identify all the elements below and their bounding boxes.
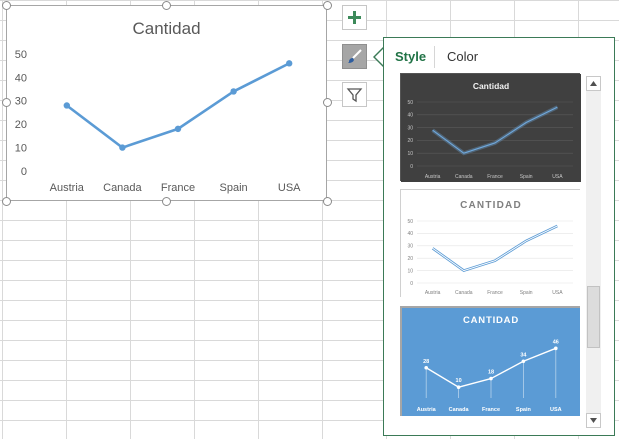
tab-style[interactable]: Style <box>395 49 427 64</box>
style-thumbnail-2[interactable]: CANTIDAD 0 10 20 30 40 50 Austria Canada France Sp… <box>400 189 581 298</box>
resize-handle-bottom-middle[interactable] <box>162 197 171 206</box>
thumbnail-chart: Cantidad 0 10 20 30 40 50 Austria Canada France Sp… <box>401 74 581 182</box>
x-tick-label: Canada <box>455 290 473 296</box>
x-tick-label: USA <box>278 182 301 194</box>
data-label: 46 <box>553 339 559 345</box>
x-tick-label: Austria <box>425 290 441 296</box>
data-label: 34 <box>520 352 527 358</box>
y-tick-label: 40 <box>407 231 413 237</box>
style-thumbnail-3[interactable]: CANTIDAD Austria Canada France Spain USA 28 10 1… <box>400 306 580 416</box>
y-tick-label: 20 <box>407 138 413 144</box>
data-point <box>119 144 126 151</box>
data-point <box>230 88 237 95</box>
arrow-up-icon <box>590 81 597 86</box>
thumbnail-background <box>401 190 581 298</box>
chart-title: Cantidad <box>132 19 200 38</box>
data-point <box>174 125 182 133</box>
thumbnail-chart: CANTIDAD 0 10 20 30 40 50 Austria Canada France Sp… <box>401 190 581 298</box>
resize-handle-bottom-left[interactable] <box>2 197 11 206</box>
x-tick-label: Canada <box>449 407 470 413</box>
chart-title: CANTIDAD <box>463 315 519 326</box>
y-tick-label: 30 <box>407 125 413 131</box>
x-tick-label: Spain <box>520 174 533 180</box>
tab-divider <box>434 46 435 68</box>
x-tick-label: France <box>487 174 503 180</box>
y-tick-label: 20 <box>15 119 27 131</box>
series-line-inner <box>432 225 558 272</box>
y-tick-label: 10 <box>407 151 413 157</box>
chart-styles-pane: Style Color Cantidad 0 10 20 30 40 50 Austria Ca… <box>383 37 615 436</box>
pane-pointer-fill <box>375 49 383 65</box>
x-tick-label: Canada <box>455 174 473 180</box>
x-tick-label: Austria <box>417 407 437 413</box>
y-tick-label: 50 <box>15 49 27 61</box>
data-label: 28 <box>423 359 429 365</box>
chart-plot: Cantidad 0 10 20 30 40 50 Austria Canada France Sp… <box>15 19 301 194</box>
series-line <box>432 106 558 154</box>
thumbnail-chart: CANTIDAD Austria Canada France Spain USA 28 10 1… <box>402 308 580 416</box>
y-tick-label: 40 <box>407 113 413 119</box>
y-tick-label: 30 <box>15 96 27 108</box>
data-point <box>456 385 461 389</box>
series-line <box>66 62 290 149</box>
data-point <box>424 365 428 370</box>
x-tick-label: France <box>161 182 195 194</box>
tab-color[interactable]: Color <box>447 49 479 64</box>
x-tick-label: Austria <box>50 182 85 194</box>
x-tick-label: Canada <box>103 182 142 194</box>
y-tick-label: 50 <box>407 100 413 106</box>
data-label: 18 <box>488 370 494 376</box>
chart-styles-button[interactable] <box>342 44 367 69</box>
scroll-thumb[interactable] <box>587 286 600 348</box>
y-tick-label: 50 <box>407 219 413 225</box>
x-tick-label: USA <box>552 174 563 180</box>
x-tick-label: USA <box>552 290 563 296</box>
resize-handle-middle-left[interactable] <box>2 98 11 107</box>
y-tick-label: 10 <box>407 268 413 274</box>
style-thumbnail-1[interactable]: Cantidad 0 10 20 30 40 50 Austria Canada France Sp… <box>400 73 581 182</box>
y-tick-label: 20 <box>407 256 413 262</box>
resize-handle-top-left[interactable] <box>2 1 11 10</box>
resize-handle-top-middle[interactable] <box>162 1 171 10</box>
data-point <box>286 60 293 67</box>
x-tick-label: Austria <box>425 174 441 180</box>
x-tick-label: Spain <box>520 290 533 296</box>
x-tick-label: USA <box>550 407 562 413</box>
resize-handle-middle-right[interactable] <box>323 98 332 107</box>
chart-elements-button[interactable] <box>342 5 367 30</box>
y-tick-label: 0 <box>410 281 413 287</box>
chart-title: CANTIDAD <box>460 200 522 211</box>
scroll-up-button[interactable] <box>586 76 601 91</box>
funnel-icon <box>346 88 363 103</box>
plus-icon <box>348 11 361 24</box>
x-tick-label: France <box>487 290 503 296</box>
chart-filters-button[interactable] <box>342 82 367 107</box>
x-tick-label: Spain <box>220 182 248 194</box>
data-label: 10 <box>456 378 462 384</box>
data-point <box>63 102 70 109</box>
y-tick-label: 0 <box>410 164 413 170</box>
chart-area[interactable]: Cantidad 0 10 20 30 40 50 Austria Canada France Sp… <box>6 5 327 201</box>
data-point <box>521 359 526 364</box>
x-tick-label: France <box>482 407 500 413</box>
data-point <box>554 346 558 351</box>
paintbrush-icon <box>348 49 362 63</box>
scroll-down-button[interactable] <box>586 413 601 428</box>
arrow-down-icon <box>590 418 597 423</box>
y-tick-label: 40 <box>15 72 27 84</box>
chart-title: Cantidad <box>473 81 509 91</box>
x-tick-label: Spain <box>516 407 532 413</box>
thumbnail-background <box>401 74 581 182</box>
data-point <box>489 376 493 381</box>
y-tick-label: 10 <box>15 142 27 154</box>
y-tick-label: 0 <box>21 166 27 178</box>
resize-handle-top-right[interactable] <box>323 1 332 10</box>
resize-handle-bottom-right[interactable] <box>323 197 332 206</box>
vertical-scrollbar[interactable] <box>586 76 601 428</box>
y-tick-label: 30 <box>407 244 413 250</box>
